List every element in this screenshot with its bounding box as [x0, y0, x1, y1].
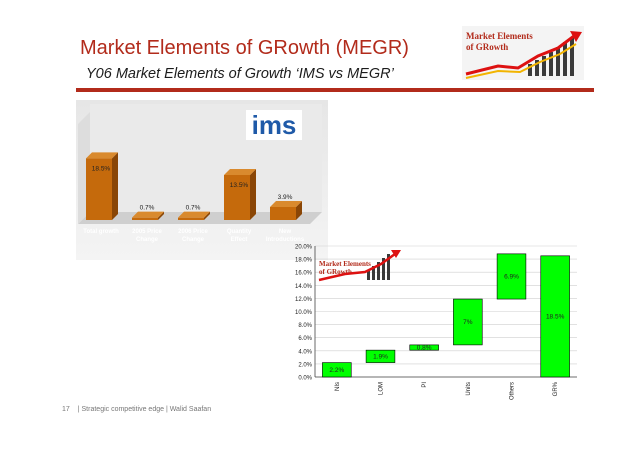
logo-line1: Market Elements [466, 31, 533, 41]
waterfall-data-label: 7% [463, 319, 473, 326]
y-tick-label: 16.0% [295, 271, 313, 277]
y-tick-label: 0.0% [298, 376, 312, 382]
x-tick-label: Units [466, 382, 472, 396]
x-tick-label: GR% [553, 381, 559, 396]
waterfall-logo-line2: of GRowth [319, 268, 352, 276]
y-tick-label: 2.0% [298, 362, 312, 368]
x-tick-label: Others [510, 382, 516, 400]
ims-bar [178, 211, 210, 220]
waterfall-bar [540, 255, 570, 378]
ims-bar [86, 152, 118, 220]
y-tick-label: 10.0% [295, 310, 313, 316]
waterfall-data-label: 2.2% [329, 367, 344, 374]
ims-category-label: Total growth [83, 229, 119, 235]
waterfall-data-label: 6.9% [504, 273, 519, 280]
ims-bar [270, 201, 302, 220]
footer-text: | Strategic competitive edge | Walid Saa… [77, 406, 212, 413]
x-tick-label: PI [422, 382, 428, 388]
ims-bar [224, 169, 256, 220]
y-tick-label: 18.0% [295, 258, 313, 264]
ims-bar [132, 211, 164, 220]
ims-data-label: 0.7% [140, 205, 155, 212]
ims-category-label: Quantity Effect [227, 229, 252, 243]
title-divider [76, 88, 594, 92]
ims-data-label: 0.7% [186, 205, 201, 212]
ims-logo: ims [246, 110, 302, 140]
page-title: Market Elements of GRowth (MEGR) [80, 37, 409, 59]
footer: 17 | Strategic competitive edge | Walid … [62, 406, 217, 413]
megr-waterfall-chart: 2.2% 1.9% 0.8% 7% 6.9% 18.5% 0.0% 2.0% 4.0% 6.0%… [285, 238, 585, 408]
ims-bar-chart: 18.5% 0.7% 0.7% 13.5% 3.9% Total growth 2005 … [76, 100, 328, 260]
waterfall-logo: Market Elements of GRowth [318, 250, 401, 282]
y-tick-label: 4.0% [298, 349, 312, 355]
ims-category-label: 2005 Price Change [132, 229, 162, 243]
waterfall-bar [496, 253, 527, 300]
waterfall-bar [322, 362, 352, 378]
y-tick-label: 12.0% [295, 297, 313, 303]
page-number: 17 [62, 406, 70, 413]
ims-data-label: 18.5% [92, 165, 111, 172]
waterfall-data-label: 0.8% [417, 345, 432, 352]
waterfall-bar [365, 349, 396, 363]
waterfall-data-label: 18.5% [546, 313, 565, 320]
ims-category-label: 2006 Price Change [178, 229, 208, 243]
ims-category-label: New Introductions [266, 229, 305, 243]
ims-brand-text: ims [252, 110, 297, 140]
x-tick-label: LOM [379, 382, 385, 395]
y-tick-label: 14.0% [295, 284, 313, 290]
y-tick-label: 20.0% [295, 245, 313, 251]
waterfall-bar [453, 298, 483, 346]
x-tick-label: NIs [335, 382, 341, 391]
ims-data-label: 3.9% [278, 194, 293, 201]
page-subtitle: Y06 Market Elements of Growth ‘IMS vs ME… [86, 66, 394, 82]
y-tick-label: 8.0% [298, 323, 312, 329]
ims-data-label: 13.5% [230, 182, 249, 189]
waterfall-logo-line1: Market Elements [319, 260, 371, 268]
waterfall-data-label: 1.9% [373, 353, 388, 360]
y-tick-label: 6.0% [298, 336, 312, 342]
megr-logo: Market Elements of GRowth [458, 22, 588, 84]
waterfall-bar [409, 344, 439, 351]
logo-line2: of GRowth [466, 42, 508, 52]
